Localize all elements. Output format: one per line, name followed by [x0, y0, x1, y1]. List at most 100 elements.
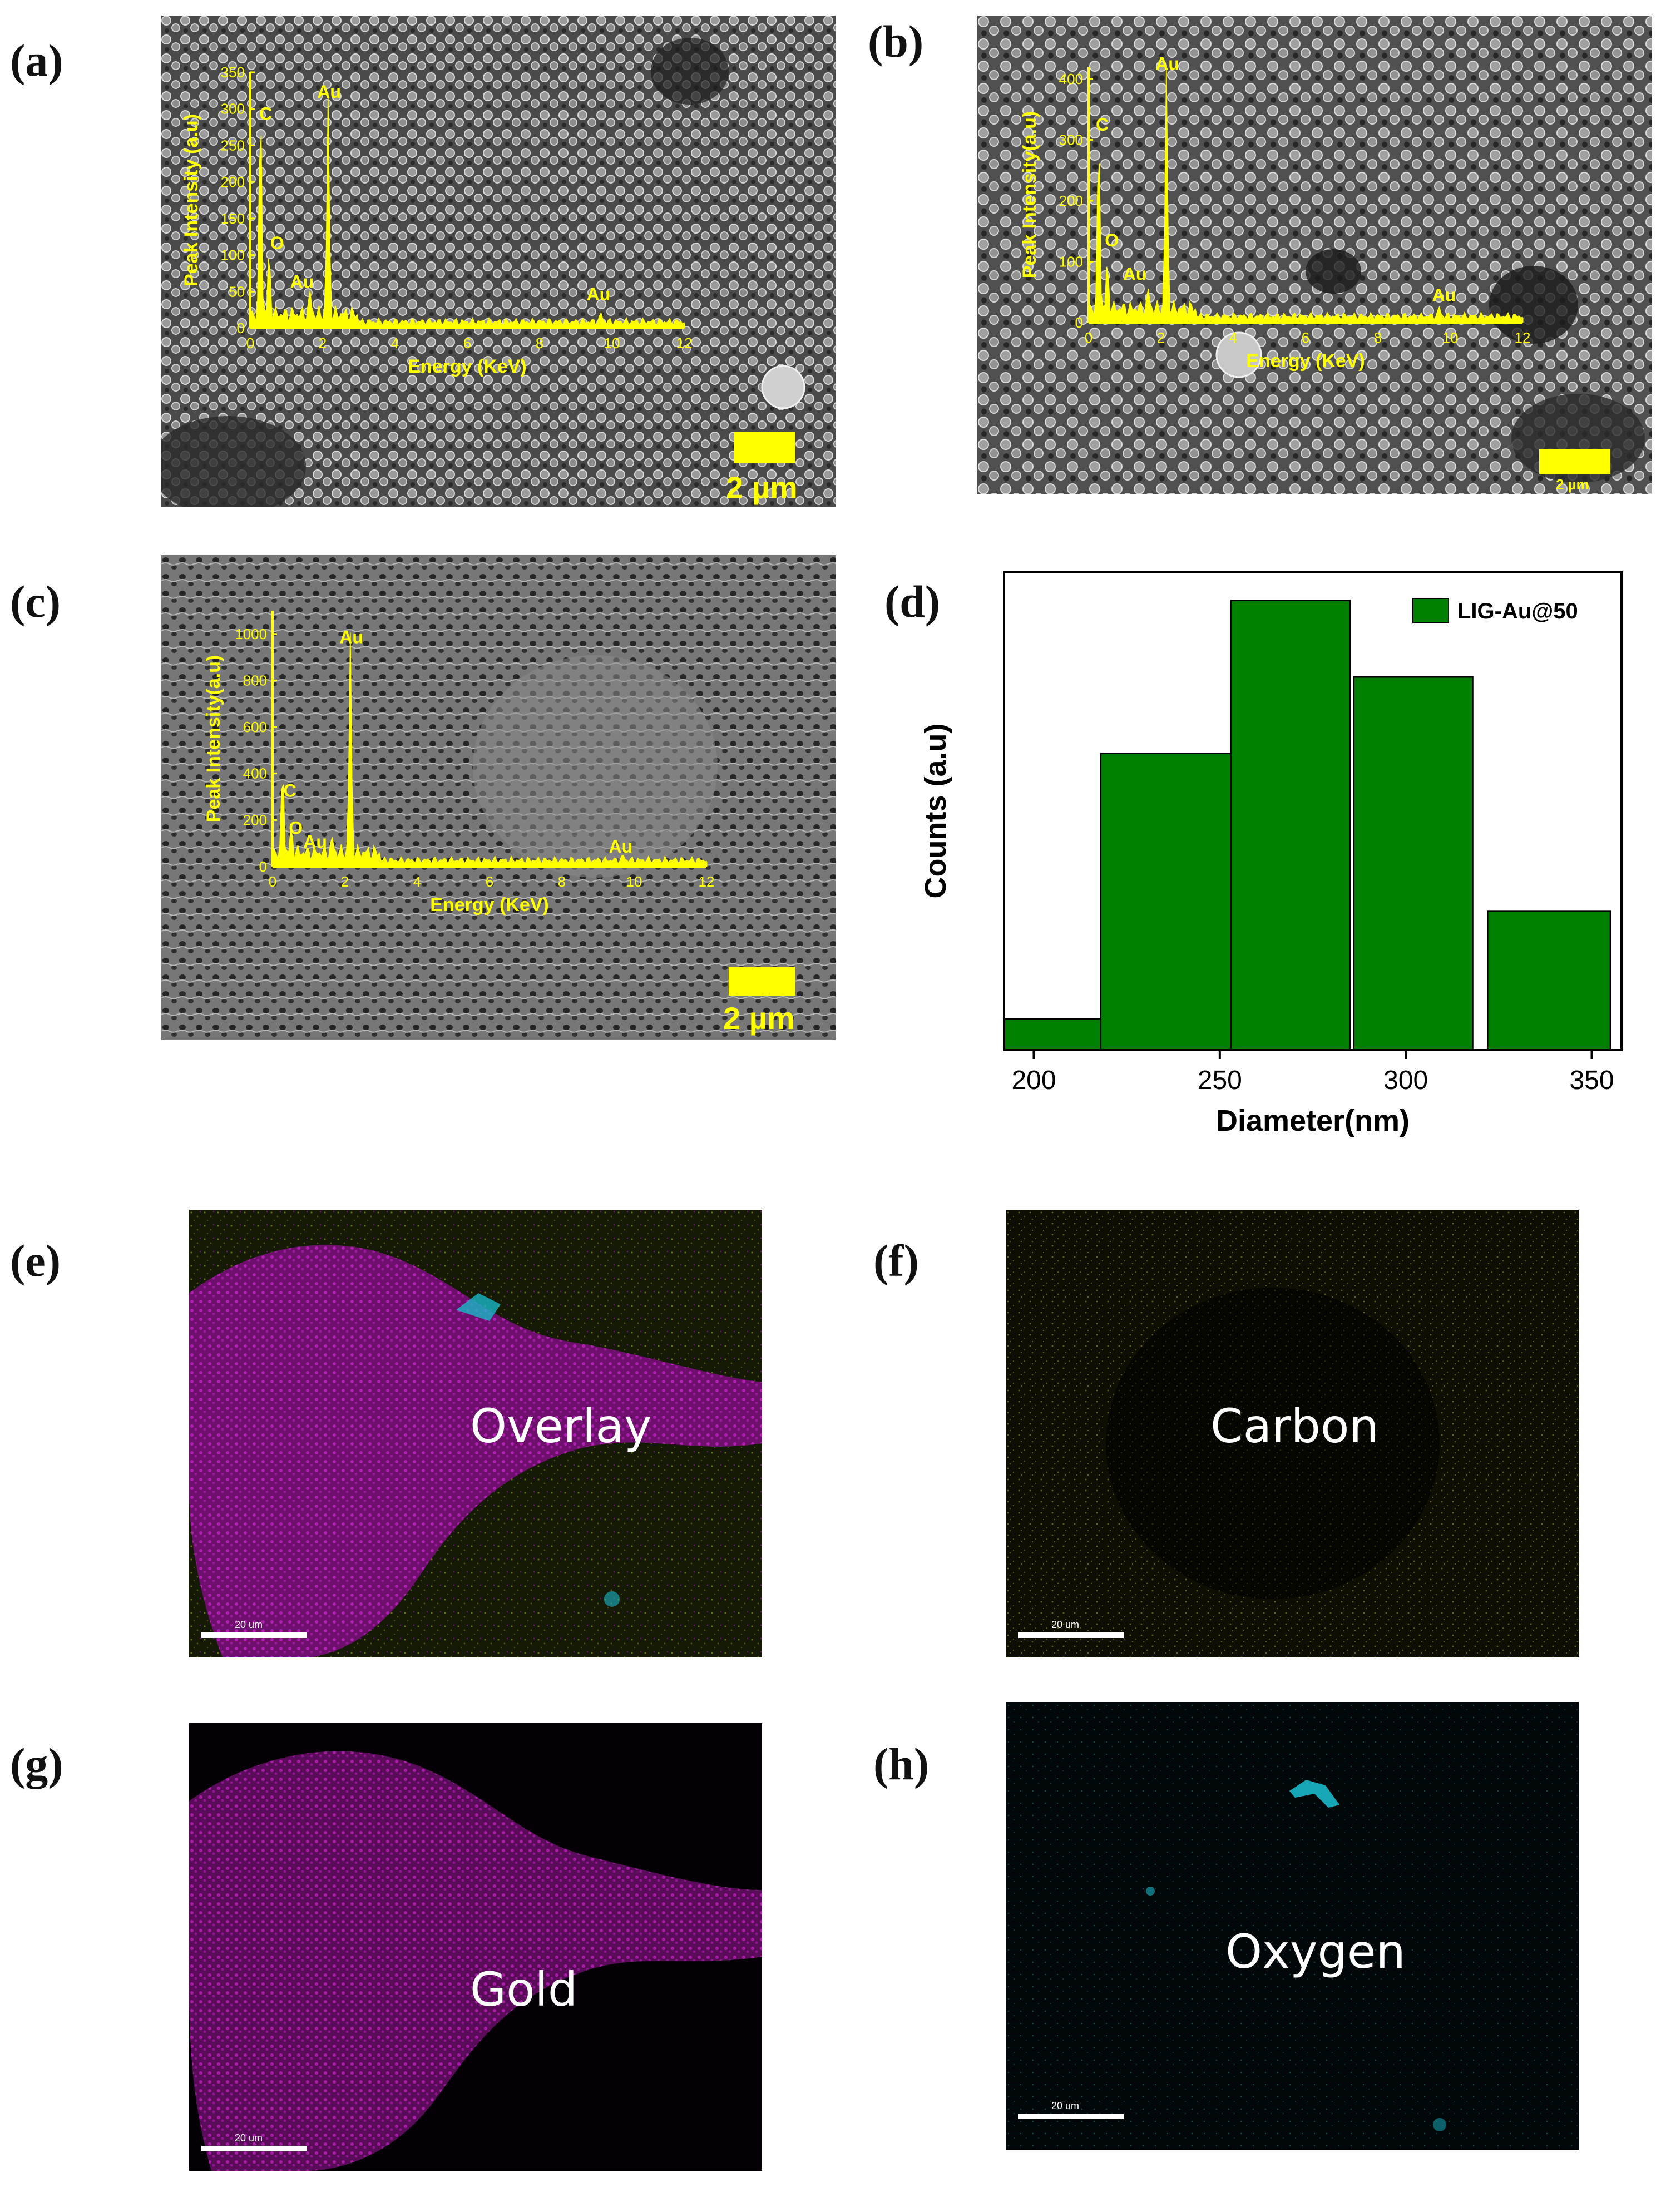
y-tick-label-a: 200	[221, 174, 245, 190]
x-tick-label-a: 4	[391, 335, 399, 352]
map-label-gold: Gold	[470, 1962, 578, 2017]
y-tick-label-c: 0	[259, 858, 267, 875]
eds-map-gold: 20 um Gold	[189, 1723, 762, 2171]
scale-bar-c	[729, 967, 795, 996]
peak-label-c-0: C	[284, 781, 296, 801]
peak-label-c-3: Au	[339, 627, 363, 647]
gold-map-image	[189, 1723, 762, 2171]
peak-label-b-2: Au	[1123, 264, 1147, 284]
spectrum-area-b	[1088, 66, 1523, 323]
x-tick-label-c: 12	[699, 873, 715, 890]
spectrum-area-a	[250, 93, 685, 329]
peak-label-b-4: Au	[1432, 285, 1456, 305]
x-tick-label-b: 12	[1515, 329, 1531, 346]
y-axis-title-c: Peak Intensity(a.u)	[203, 655, 224, 822]
overlay-map-image	[189, 1210, 762, 1657]
x-axis-title-a: Energy (KeV)	[408, 356, 527, 377]
x-tick-label-c: 10	[626, 873, 642, 890]
y-tick-label-b: 400	[1059, 71, 1083, 87]
peak-label-b-1: O	[1105, 230, 1119, 250]
x-tick-label-c: 0	[269, 873, 276, 890]
eds-map-carbon: 20 um Carbon	[1006, 1210, 1579, 1657]
y-tick-label-c: 600	[243, 719, 267, 735]
histogram-bar-4	[1353, 676, 1474, 1051]
panel-label-h: (h)	[873, 1739, 930, 1789]
scale-label-c: 2 µm	[723, 1001, 795, 1036]
y-axis-title-b: Peak Intensity(a.u)	[1019, 111, 1040, 278]
carbon-map-image	[1006, 1210, 1579, 1657]
x-tick-label-a: 2	[319, 335, 327, 352]
peak-label-b-3: Au	[1155, 53, 1179, 73]
scale-bar-e	[201, 1632, 307, 1638]
peak-label-c-2: Au	[303, 832, 327, 852]
peak-label-a-1: O	[270, 233, 284, 253]
x-tick-label-b: 0	[1085, 329, 1092, 346]
y-tick-label-a: 100	[221, 247, 245, 264]
sem-image-c: 0 200 400 600 800 1000 0 2 4 6 8 10 12 C O Au Au Au Energy…	[161, 555, 836, 1040]
panel-label-a: (a)	[10, 35, 63, 86]
y-tick-label-b: 0	[1075, 314, 1083, 331]
scale-bar-h	[1018, 2114, 1124, 2119]
eds-map-oxygen: 20 um Oxygen	[1006, 1702, 1579, 2150]
histogram-bar-3	[1230, 600, 1351, 1051]
peak-label-a-3: Au	[317, 82, 341, 102]
peak-label-b-0: C	[1096, 115, 1109, 135]
histogram-bar-1	[1003, 1018, 1102, 1051]
y-tick-label-a: 350	[221, 64, 245, 81]
x-tick-label-b: 10	[1442, 329, 1459, 346]
peak-label-a-0: C	[259, 103, 272, 123]
x-tick-label-a: 6	[463, 335, 471, 352]
diameter-histogram: 200 250 300 350 Diameter(nm) Counts (a.u) LIG-…	[919, 571, 1623, 1137]
map-label-overlay: Overlay	[470, 1399, 652, 1453]
scale-label-f: 20 um	[1051, 1619, 1080, 1630]
x-axis-title-b: Energy (KeV)	[1246, 350, 1365, 372]
scale-label-b: 2 µm	[1556, 476, 1589, 493]
y-tick-label-b: 100	[1059, 253, 1083, 270]
x-tick-label-a: 0	[246, 335, 254, 352]
x-tick-label-d: 250	[1198, 1066, 1242, 1095]
scale-label-a: 2 µm	[726, 470, 798, 505]
y-tick-label-a: 150	[221, 210, 245, 227]
y-axis-title-d: Counts (a.u)	[919, 724, 952, 899]
scale-bar-f	[1018, 1632, 1124, 1638]
sem-image-a: 0 50 100 150 200 250 300 350 0 2 4 6 8 10 12 C O Au Au Au En…	[161, 16, 836, 507]
y-tick-label-a: 50	[229, 283, 245, 300]
y-tick-label-a: 0	[237, 320, 245, 336]
y-axis-title-a: Peak Intensity (a.u)	[181, 114, 202, 286]
peak-label-a-4: Au	[587, 284, 611, 304]
x-tick-label-a: 10	[604, 335, 620, 352]
panel-label-d: (d)	[884, 576, 941, 627]
oxygen-map-image	[1006, 1702, 1579, 2150]
y-tick-label-c: 400	[243, 765, 267, 782]
scale-label-g: 20 um	[235, 2132, 263, 2144]
scale-bar-b	[1539, 449, 1610, 474]
x-tick-label-c: 4	[413, 873, 421, 890]
legend-label: LIG-Au@50	[1457, 599, 1578, 623]
plot-frame	[1003, 571, 1623, 1051]
peak-label-a-2: Au	[290, 272, 314, 292]
eds-map-overlay: 20 um Overlay	[189, 1210, 762, 1657]
x-tick-label-b: 6	[1302, 329, 1309, 346]
y-tick-label-a: 250	[221, 137, 245, 154]
scale-label-e: 20 um	[235, 1619, 263, 1630]
x-tick-label-a: 8	[536, 335, 543, 352]
x-tick-label-b: 4	[1229, 329, 1237, 346]
x-tick-label-d: 200	[1011, 1066, 1056, 1095]
panel-label-g: (g)	[10, 1739, 63, 1789]
histogram-bar-5	[1487, 910, 1611, 1051]
y-tick-label-c: 1000	[235, 626, 267, 642]
x-tick-label-a: 12	[676, 335, 693, 352]
x-tick-label-b: 2	[1157, 329, 1165, 346]
x-tick-label-c: 2	[341, 873, 349, 890]
x-axis-title-d: Diameter(nm)	[1216, 1104, 1410, 1137]
y-tick-label-a: 300	[221, 101, 245, 117]
scale-bar-a	[734, 432, 795, 463]
panel-label-f: (f)	[873, 1235, 919, 1286]
x-tick-label-c: 8	[558, 873, 566, 890]
panel-label-c: (c)	[10, 576, 61, 627]
map-label-carbon: Carbon	[1210, 1399, 1379, 1453]
x-tick-label-b: 8	[1374, 329, 1382, 346]
